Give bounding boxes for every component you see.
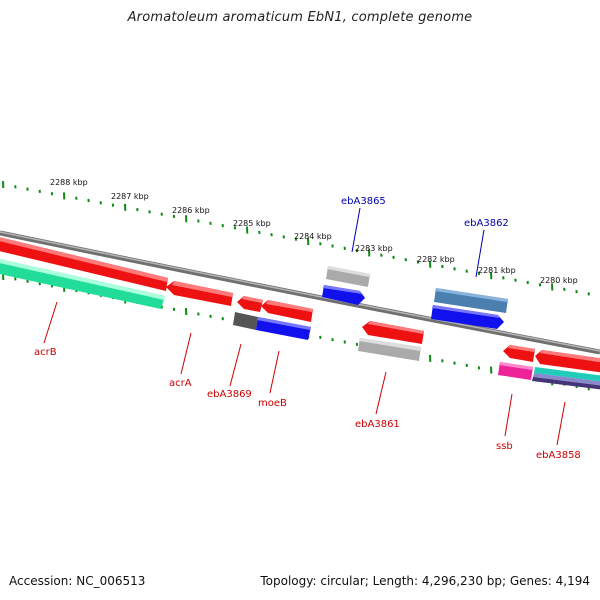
gene-acrA-arrow: [166, 281, 233, 306]
gene-label-moeB: moeB: [258, 398, 287, 409]
scale-label-2284-kbp: 2284 kbp: [294, 232, 332, 241]
scale-label-2283-kbp: 2283 kbp: [355, 244, 393, 253]
gene-label-ebA3865: ebA3865: [341, 196, 386, 207]
gene-moeB-arrow: [261, 300, 313, 322]
gene-ebA3858-track-bars: [532, 367, 600, 390]
label-leaders: [43, 207, 566, 446]
scale-label-2285-kbp: 2285 kbp: [233, 219, 271, 228]
genome-summary-text: Topology: circular; Length: 4,296,230 bp…: [260, 574, 590, 588]
gene-ebA3869-arrow: [237, 296, 263, 312]
accession-text: Accession: NC_006513: [9, 574, 146, 588]
gene-ebA3865-arrow: [322, 285, 365, 305]
gene-label-ebA3869: ebA3869: [207, 389, 252, 400]
gene-ebA3865-grey-bar: [326, 266, 370, 287]
gene-label-acrB: acrB: [34, 347, 57, 358]
gene-ebA3869-track-bar: [233, 312, 258, 330]
gene-label-ebA3861: ebA3861: [355, 419, 400, 430]
gene-ebA3861-arrow: [362, 321, 424, 344]
gene-label-acrA: acrA: [169, 378, 192, 389]
scale-label-2280-kbp: 2280 kbp: [540, 276, 578, 285]
gene-label-ebA3858: ebA3858: [536, 450, 581, 461]
genome-backbone: [0, 230, 600, 355]
outer-tick-row: [2, 181, 590, 296]
gene-acrB-arrow: [0, 237, 168, 291]
scale-label-2287-kbp: 2287 kbp: [111, 192, 149, 201]
gene-ebA3862-arrow: [431, 305, 504, 329]
gene-moeB-track-bar: [256, 317, 311, 340]
gene-ssb-track-bar: [498, 362, 533, 380]
gene-label-ssb: ssb: [496, 441, 513, 452]
genome-backbone-highlight: [0, 231, 600, 352]
gene-ssb-arrow: [503, 345, 535, 362]
map-title: Aromatoleum aromaticum EbN1, complete ge…: [127, 10, 473, 25]
gene-ebA3862-steel-bar: [434, 288, 508, 313]
gene-ebA3861-grey-bar: [358, 338, 421, 361]
gene-ebA3858-arrow: [535, 350, 600, 373]
scale-label-2281-kbp: 2281 kbp: [478, 266, 516, 275]
gene-label-ebA3862: ebA3862: [464, 218, 509, 229]
gene-acrB-companion-bar: [0, 259, 165, 309]
scale-label-2282-kbp: 2282 kbp: [417, 255, 455, 264]
scale-label-2288-kbp: 2288 kbp: [50, 178, 88, 187]
scale-label-2286-kbp: 2286 kbp: [172, 206, 210, 215]
